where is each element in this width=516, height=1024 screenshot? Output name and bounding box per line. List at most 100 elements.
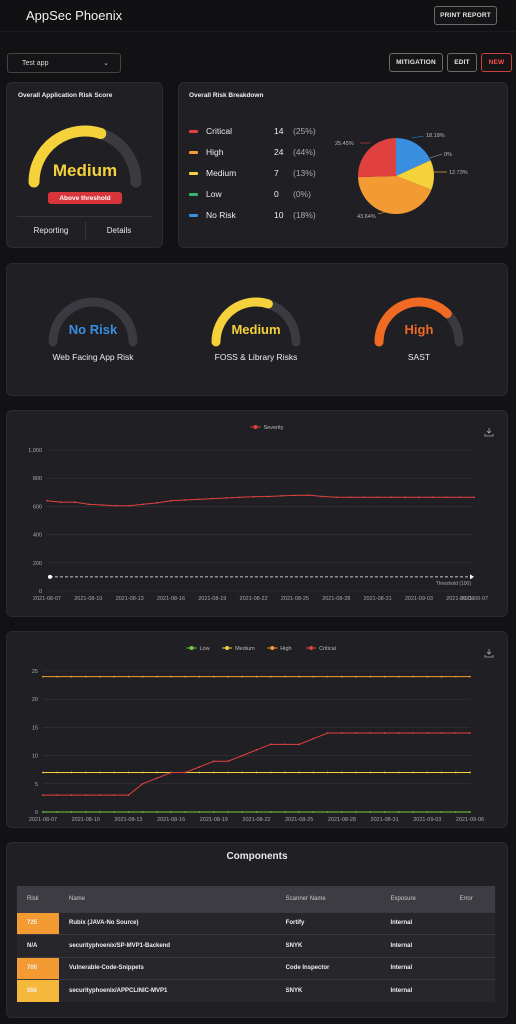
- component-name[interactable]: Vulnerable-Code-Snippets: [59, 956, 276, 980]
- data-point: [341, 811, 343, 813]
- data-point: [70, 811, 73, 813]
- data-point: [141, 811, 144, 813]
- gauge-fill: [28, 125, 107, 188]
- data-point: [56, 675, 59, 678]
- category-risk-card: [6, 263, 508, 396]
- x-tick-label: 2021-08-16: [157, 817, 185, 823]
- gauge-label: FOSS & Library Risks: [214, 352, 298, 362]
- risk-pie-chart: 25.45% 18.18% 0% 12.73% 43.64%: [335, 133, 468, 220]
- x-tick-label: 2021-09-06: [456, 817, 484, 823]
- legend-swatch: [189, 151, 198, 154]
- legend-label[interactable]: Medium: [235, 646, 255, 652]
- data-point: [312, 811, 315, 813]
- x-tick-label: 2021-08-19: [200, 817, 228, 823]
- gauge-track: [48, 297, 138, 347]
- y-tick-label: 0: [39, 589, 42, 595]
- col-name[interactable]: Name: [59, 886, 276, 912]
- component-name[interactable]: securityphoenix/APPCLINIC-MVP1: [59, 979, 276, 1002]
- data-point: [473, 496, 475, 499]
- table-row[interactable]: 700 Vulnerable-Code-Snippets Code Inspec…: [17, 956, 495, 980]
- data-point: [326, 811, 329, 813]
- pie-slice-critical: [358, 138, 396, 178]
- data-point: [113, 811, 116, 813]
- data-point: [56, 811, 59, 813]
- legend-marker: [270, 646, 275, 650]
- col-exposure[interactable]: Exposure: [380, 886, 450, 912]
- data-point: [227, 811, 229, 813]
- data-point: [454, 771, 457, 774]
- data-point: [326, 771, 329, 774]
- data-point: [454, 675, 457, 678]
- data-point: [284, 675, 286, 678]
- data-point: [412, 675, 414, 678]
- y-tick-label: 600: [33, 504, 42, 510]
- data-point: [198, 811, 201, 813]
- data-point: [266, 495, 269, 498]
- data-point: [212, 760, 215, 763]
- legend-label[interactable]: Low: [200, 646, 210, 652]
- data-point: [114, 504, 117, 507]
- data-point: [142, 503, 145, 506]
- data-point: [440, 675, 443, 678]
- data-point: [390, 496, 393, 499]
- legend-label[interactable]: High: [280, 646, 291, 652]
- risk-level-count: 24: [274, 147, 284, 157]
- table-row[interactable]: 725 Rubix (JAVA-No Source) Fortify Inter…: [17, 911, 495, 935]
- risk-score-value: Medium: [52, 161, 118, 180]
- data-point: [312, 737, 315, 740]
- mitigation-button[interactable]: MITIGATION: [389, 53, 443, 72]
- print-report-button[interactable]: PRINT REPORT: [434, 6, 497, 25]
- download-icon[interactable]: [484, 645, 494, 658]
- gauge-arc: [211, 297, 301, 347]
- data-point: [42, 794, 44, 796]
- risk-score-cell: N/A: [17, 934, 59, 957]
- table-row[interactable]: N/A securityphoenix/SP-MVP1-Backend SNYK…: [17, 934, 495, 957]
- col-risk[interactable]: Risk: [17, 886, 59, 912]
- data-point: [211, 497, 214, 500]
- x-tick-label: 2021-08-31: [364, 596, 392, 602]
- data-point: [87, 503, 90, 506]
- data-point: [197, 498, 200, 501]
- col-error[interactable]: Error: [449, 886, 495, 912]
- chevron-down-icon: ⌄: [103, 60, 109, 67]
- gauge-value: High: [404, 322, 434, 337]
- data-point: [284, 743, 286, 746]
- risk-level-name: Low: [206, 189, 222, 199]
- pie-label-high: 43.64%: [357, 214, 376, 220]
- new-button[interactable]: NEW: [481, 53, 512, 72]
- data-point: [469, 675, 471, 678]
- data-point: [70, 771, 73, 774]
- data-point: [426, 732, 429, 734]
- data-point: [227, 771, 229, 774]
- data-point: [426, 771, 429, 774]
- table-header-row: Risk Name Scanner Name Exposure Error: [17, 886, 495, 912]
- app-select[interactable]: Test app ⌄: [7, 53, 121, 73]
- data-point: [84, 675, 87, 678]
- download-icon[interactable]: [484, 424, 494, 437]
- col-scanner[interactable]: Scanner Name: [275, 886, 381, 912]
- component-name[interactable]: securityphoenix/SP-MVP1-Backend: [59, 934, 276, 957]
- data-point: [99, 771, 101, 774]
- data-point: [312, 771, 315, 774]
- data-point: [440, 771, 443, 774]
- table-row[interactable]: 556 securityphoenix/APPCLINIC-MVP1 SNYK …: [17, 979, 495, 1002]
- data-point: [255, 749, 258, 751]
- data-point: [84, 811, 87, 813]
- risk-level-pct: (44%): [293, 147, 316, 157]
- data-point: [355, 771, 358, 774]
- data-point: [99, 794, 101, 796]
- details-link[interactable]: Details: [106, 226, 132, 235]
- divider: [17, 216, 152, 217]
- data-point: [241, 675, 244, 678]
- data-point: [141, 782, 144, 785]
- risk-score-title: Overall Application Risk Score: [18, 92, 113, 99]
- legend-label[interactable]: Severity: [264, 425, 284, 431]
- data-point: [198, 675, 201, 678]
- data-point: [341, 732, 343, 734]
- risk-level-name: Medium: [206, 168, 237, 178]
- reporting-link[interactable]: Reporting: [33, 226, 69, 235]
- component-name[interactable]: Rubix (JAVA-No Source): [59, 911, 276, 935]
- edit-button[interactable]: EDIT: [447, 53, 477, 72]
- legend-label[interactable]: Critical: [319, 646, 336, 652]
- app-title: AppSec Phoenix: [26, 8, 123, 23]
